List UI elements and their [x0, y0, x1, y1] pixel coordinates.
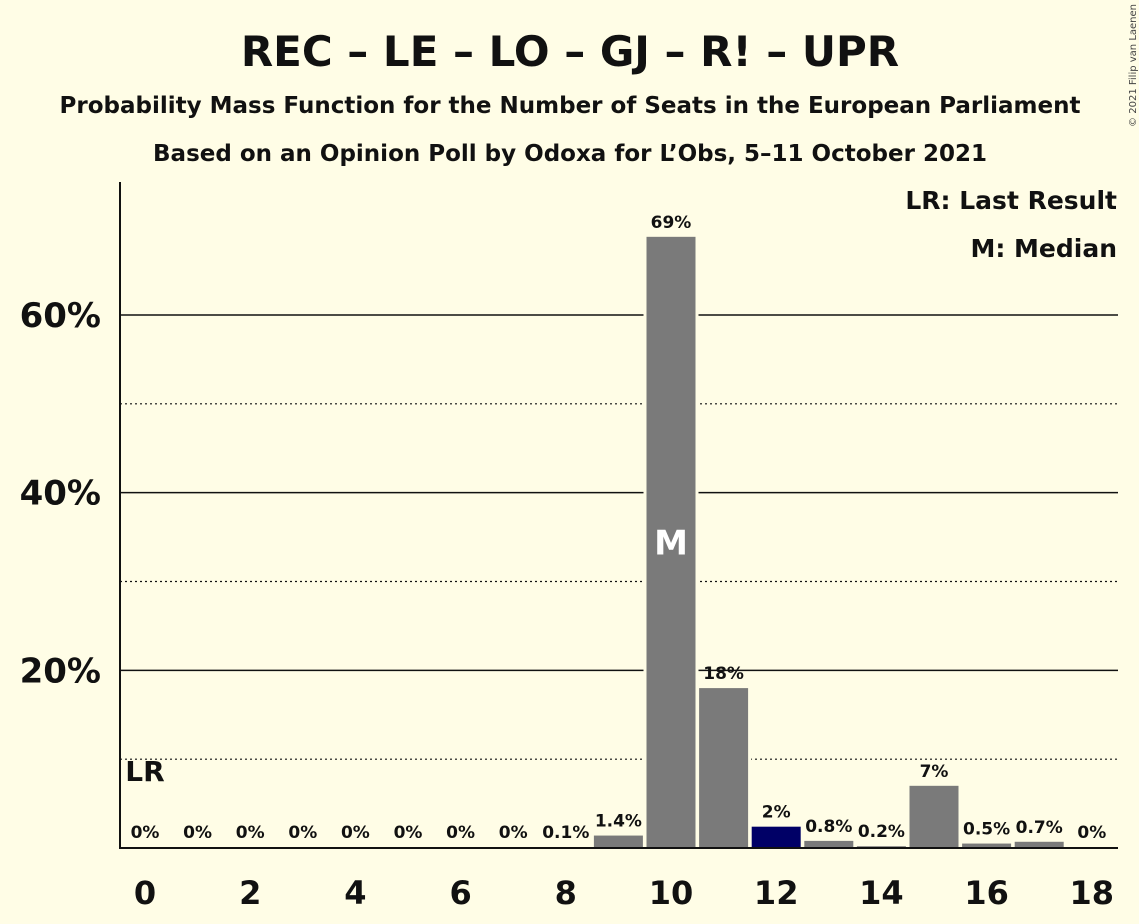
legend-median: M: Median: [970, 234, 1117, 263]
bar: [699, 688, 749, 848]
x-tick-label: 14: [859, 874, 904, 912]
bar-value-label: 0%: [131, 823, 160, 843]
bar-value-label: 0.5%: [963, 820, 1010, 840]
bar: [962, 843, 1012, 848]
bar: [646, 236, 696, 848]
bars-layer: [538, 233, 1067, 848]
x-tick-label: 10: [649, 874, 694, 912]
x-tick-label: 0: [134, 874, 156, 912]
bar-value-label: 0%: [394, 823, 423, 843]
bar-halo: [853, 843, 909, 848]
chart-title: REC – LE – LO – GJ – R! – UPR: [241, 27, 899, 76]
bar: [909, 785, 959, 848]
bar-value-label: 0.2%: [858, 822, 905, 842]
copyright-notice: © 2021 Filip van Laenen: [1128, 4, 1139, 127]
x-tick-label: 12: [754, 874, 799, 912]
x-tick-label: 8: [555, 874, 577, 912]
bar-value-label: 1.4%: [595, 812, 642, 832]
y-tick-label: 20%: [20, 651, 101, 691]
x-tick-label: 6: [449, 874, 471, 912]
bar-halo: [538, 844, 594, 848]
last-result-marker: LR: [125, 755, 164, 788]
bar-value-label: 0.8%: [805, 817, 852, 837]
bar-value-label: 18%: [703, 664, 744, 684]
bar-value-label: 0%: [499, 823, 528, 843]
x-tick-label: 2: [239, 874, 261, 912]
bar-value-label: 0.7%: [1016, 818, 1063, 838]
bar-value-label: 0%: [1077, 823, 1106, 843]
bar-value-label: 0%: [183, 823, 212, 843]
bar: [751, 826, 801, 848]
chart-subtitle-poll: Based on an Opinion Poll by Odoxa for L’…: [153, 141, 987, 167]
x-tick-label: 4: [344, 874, 366, 912]
y-tick-label: 60%: [20, 296, 101, 336]
bar-value-label: 69%: [651, 213, 692, 233]
median-marker: M: [654, 523, 688, 563]
grid-layer: [120, 314, 1118, 760]
bar-value-label: 0.1%: [542, 823, 589, 843]
bar-value-label: 0%: [288, 823, 317, 843]
x-tick-label: 16: [964, 874, 1009, 912]
x-tick-label: 18: [1070, 874, 1115, 912]
axes-layer: 20% 40% 60% 0 2 4 6 8 10 12 14 16 18: [20, 182, 1118, 912]
bar-value-label: 0%: [236, 823, 265, 843]
bar-value-label: 0%: [341, 823, 370, 843]
labels-layer: 0% 0% 0% 0% 0% 0% 0% 0% 0.1% 1.4% 69% 18% 2% 0.8% 0.2%…: [125, 213, 1106, 843]
bar-value-label: 0%: [446, 823, 475, 843]
bar-value-label: 2%: [762, 803, 791, 823]
bar: [804, 840, 854, 848]
chart-subtitle: Probability Mass Function for the Number…: [60, 93, 1081, 119]
bar: [1014, 841, 1064, 848]
bar: [593, 835, 643, 848]
legend-last-result: LR: Last Result: [905, 186, 1117, 215]
y-tick-label: 40%: [20, 474, 101, 514]
bar-value-label: 7%: [920, 762, 949, 782]
